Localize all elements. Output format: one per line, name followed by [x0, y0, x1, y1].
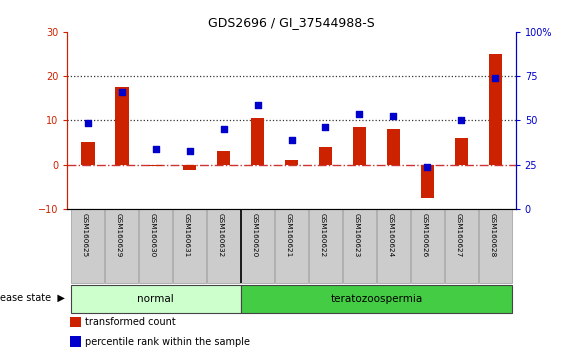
Text: disease state  ▶: disease state ▶	[0, 292, 64, 303]
FancyBboxPatch shape	[71, 209, 104, 283]
Text: percentile rank within the sample: percentile rank within the sample	[85, 337, 250, 347]
Point	[185, 149, 195, 154]
FancyBboxPatch shape	[411, 209, 444, 283]
Point	[287, 137, 296, 143]
FancyBboxPatch shape	[71, 285, 241, 314]
FancyBboxPatch shape	[139, 209, 172, 283]
FancyBboxPatch shape	[445, 209, 478, 283]
Text: GSM160623: GSM160623	[353, 212, 359, 257]
Bar	[489, 54, 502, 165]
Text: GSM160624: GSM160624	[387, 212, 393, 257]
FancyBboxPatch shape	[343, 209, 376, 283]
Point	[423, 164, 432, 170]
FancyBboxPatch shape	[241, 209, 274, 283]
Text: GSM160625: GSM160625	[82, 212, 88, 257]
Text: GSM160631: GSM160631	[183, 212, 190, 257]
Point	[253, 102, 263, 108]
Point	[321, 124, 330, 130]
Bar	[149, 165, 162, 166]
Bar	[353, 127, 366, 165]
Text: teratozoospermia: teratozoospermia	[331, 294, 423, 304]
Bar	[217, 152, 230, 165]
FancyBboxPatch shape	[207, 209, 240, 283]
FancyBboxPatch shape	[479, 209, 512, 283]
FancyBboxPatch shape	[309, 209, 342, 283]
Bar	[183, 165, 196, 170]
Bar	[285, 160, 298, 165]
Text: GSM160620: GSM160620	[251, 212, 258, 257]
Bar	[387, 129, 400, 165]
Point	[389, 113, 398, 119]
Point	[83, 120, 93, 125]
Point	[490, 75, 500, 81]
Text: GSM160628: GSM160628	[489, 212, 495, 257]
Bar	[455, 138, 468, 165]
Text: normal: normal	[137, 294, 174, 304]
FancyBboxPatch shape	[275, 209, 308, 283]
Text: GSM160627: GSM160627	[455, 212, 461, 257]
Point	[355, 111, 364, 116]
Point	[151, 146, 161, 152]
FancyBboxPatch shape	[241, 285, 512, 314]
Title: GDS2696 / GI_37544988-S: GDS2696 / GI_37544988-S	[208, 16, 375, 29]
Text: transformed count: transformed count	[85, 317, 176, 327]
Text: GSM160626: GSM160626	[421, 212, 427, 257]
Text: GSM160622: GSM160622	[319, 212, 325, 257]
FancyBboxPatch shape	[105, 209, 138, 283]
FancyBboxPatch shape	[173, 209, 206, 283]
Text: GSM160632: GSM160632	[217, 212, 224, 257]
Bar	[115, 87, 128, 165]
Point	[219, 126, 229, 132]
Bar	[319, 147, 332, 165]
Bar	[421, 165, 434, 198]
Bar	[251, 118, 264, 165]
FancyBboxPatch shape	[377, 209, 410, 283]
Text: GSM160630: GSM160630	[149, 212, 156, 257]
Point	[456, 118, 466, 123]
Bar	[81, 142, 94, 165]
Text: GSM160629: GSM160629	[115, 212, 122, 257]
Text: GSM160621: GSM160621	[285, 212, 291, 257]
Point	[117, 89, 127, 95]
